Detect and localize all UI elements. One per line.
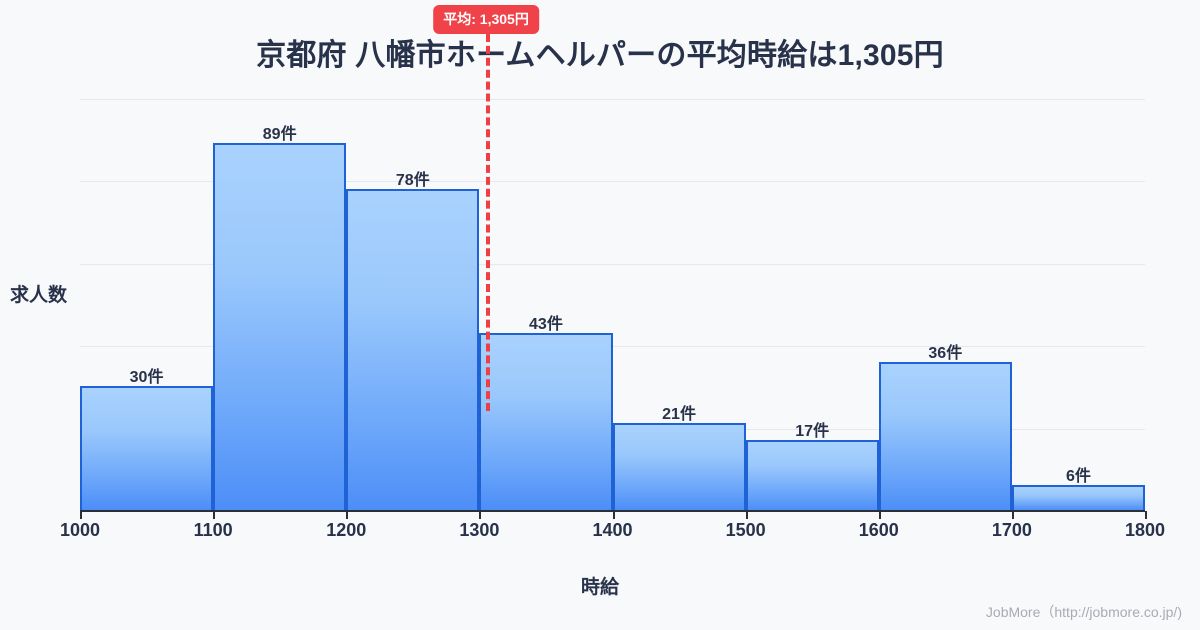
x-tick-mark <box>213 511 216 519</box>
bar-value-label: 6件 <box>1065 468 1091 486</box>
x-tick-label: 1300 <box>459 520 500 540</box>
x-tick-mark <box>878 511 881 519</box>
histogram-bar <box>479 332 613 510</box>
histogram-bar <box>745 439 879 510</box>
histogram-bar <box>612 423 746 510</box>
plot-area <box>80 99 1145 512</box>
bar-value-label: 30件 <box>129 369 164 387</box>
x-tick-mark <box>1011 511 1014 519</box>
x-axis-title: 時給 <box>580 577 619 598</box>
histogram-bar <box>213 143 347 510</box>
page-title: 京都府 八幡市ホームヘルパーの平均時給は1,305円 <box>256 39 944 72</box>
bar-value-label: 17件 <box>795 422 830 440</box>
x-tick-label: 1000 <box>59 520 101 540</box>
attribution-footer: JobMore（http://jobmore.co.jp/) <box>985 604 1182 620</box>
histogram-bar <box>80 386 214 510</box>
x-tick-mark <box>745 511 748 519</box>
gridline <box>80 181 1145 183</box>
x-tick-label: 1800 <box>1124 520 1166 540</box>
bar-value-label: 43件 <box>529 315 563 333</box>
x-tick-mark <box>479 511 482 519</box>
y-axis-title: 求人数 <box>10 285 68 306</box>
x-tick-label: 1100 <box>193 520 233 540</box>
bar-value-label: 36件 <box>928 344 963 362</box>
x-tick-label: 1400 <box>592 520 633 540</box>
bar-value-label: 21件 <box>662 406 696 424</box>
x-tick-mark <box>80 511 82 519</box>
bar-series <box>80 99 1145 510</box>
average-badge: 平均: 1,305円 <box>433 5 539 34</box>
bar-value-label: 89件 <box>262 126 297 144</box>
average-dashed-line <box>486 34 491 411</box>
x-tick-mark <box>346 511 349 519</box>
gridline <box>80 346 1145 348</box>
x-tick-mark <box>612 511 615 519</box>
histogram-bar <box>346 188 480 510</box>
histogram-bar <box>878 361 1012 510</box>
gridline <box>80 99 1145 100</box>
histogram-bar <box>1011 485 1145 510</box>
x-tick-label: 1700 <box>991 520 1032 540</box>
gridline <box>80 263 1145 265</box>
x-tick-label: 1600 <box>858 520 899 540</box>
x-tick-label: 1500 <box>725 520 766 540</box>
x-tick-mark <box>1145 511 1147 519</box>
x-tick-label: 1200 <box>326 520 367 540</box>
bar-value-label: 78件 <box>395 171 430 189</box>
